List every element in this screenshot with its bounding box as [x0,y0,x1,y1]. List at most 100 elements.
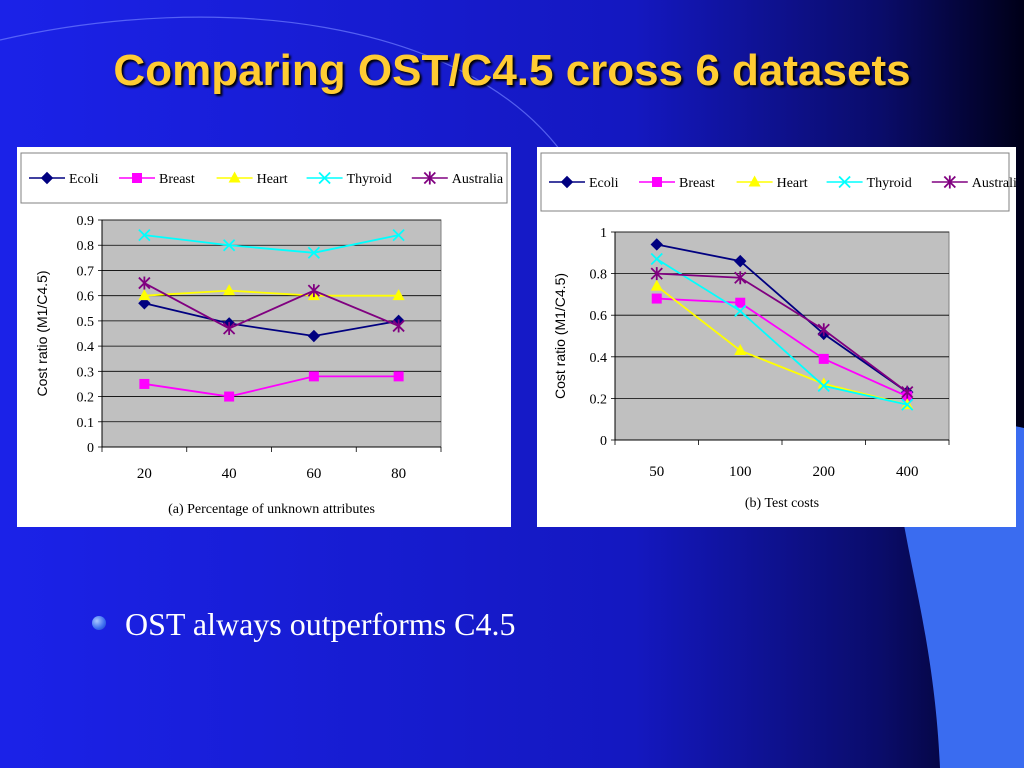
chart-a-point-breast [139,378,150,389]
chart-b-point-ecoli [650,238,663,251]
chart-a-point-thyroid [222,239,236,252]
chart-b-xtick-label: 400 [896,464,919,480]
chart-a-series-heart [138,284,405,301]
chart-a-legend: Ecoli Breast Heart Thyroid Australia [20,152,508,204]
chart-a-point-australia [392,319,405,333]
chart-a-series-thyroid [138,228,405,259]
chart-b-legend-box [540,152,1010,212]
chart-b-point-breast [651,293,662,304]
chart-a-ytick-label: 0.8 [77,239,95,254]
chart-a-legend-marker-ecoli [40,171,54,185]
chart-a-legend-marker-thyroid [318,171,331,185]
chart-a-xtick-label: 60 [306,466,321,482]
chart-a-point-thyroid [307,246,321,259]
chart-b-legend-marker-heart [748,175,761,187]
chart-b-point-heart [817,377,830,389]
slide-title: Comparing OST/C4.5 cross 6 datasets [113,46,911,95]
chart-a-series-line-heart [144,289,399,297]
chart-a-point-breast [393,371,404,382]
chart-a-ytick-label: 0.2 [77,391,95,406]
chart-a-point-heart [392,289,405,301]
chart-a-point-breast [308,371,319,382]
chart-a-legend-label-thyroid: Thyroid [347,172,392,187]
chart-a-series-line-thyroid [144,234,399,254]
chart-a-svg: Ecoli Breast Heart Thyroid Australia 0 0.1 0.2 0… [20,152,508,517]
chart-a-series-line-australia [143,282,399,330]
chart-a-ytick-label: 0.7 [77,264,95,279]
chart-a-legend-marker-breast [132,173,142,183]
chart-a-point-heart [138,289,151,301]
chart-b-point-heart [734,344,747,356]
chart-b-ytick-label: 1 [600,226,607,241]
chart-a-legend-label-australia: Australia [452,172,504,187]
chart-b-legend-label-heart: Heart [777,176,808,191]
chart-b-point-thyroid [734,304,747,318]
chart-a-ytick-label: 0.4 [77,340,95,355]
chart-a-ytick-label: 0.5 [77,315,95,330]
chart-a-series-line-ecoli [144,302,399,337]
chart-a-series-line-breast [144,375,399,398]
chart-a-point-breast [224,391,235,402]
chart-b-ytick-label: 0.4 [590,351,608,366]
chart-b-x-axis-label: (b) Test costs [745,496,819,511]
chart-a-point-thyroid [138,228,151,242]
chart-a-point-ecoli [138,297,151,310]
chart-b-series-line-thyroid [656,258,908,406]
chart-b-legend: Ecoli Breast Heart Thyroid Australia [540,152,1016,212]
bullet-text: OST always outperforms C4.5 [125,606,516,642]
chart-b-series-australia [650,267,914,399]
chart-a-ytick-label: 0 [87,441,94,456]
chart-b-point-australia [650,267,663,281]
chart-b-series-line-australia [656,272,908,393]
chart-a-ytick-label: 0.1 [77,416,95,431]
chart-b-point-thyroid [650,252,663,266]
chart-a-y-axis-label: Cost ratio (M1/C4.5) [34,270,50,396]
chart-panel-a: Ecoli Breast Heart Thyroid Australia 0 0.1 0.2 0… [17,147,511,527]
chart-b-legend-marker-ecoli [560,175,574,189]
chart-b-y-axis-label: Cost ratio (M1/C4.5) [552,273,568,399]
chart-a-point-australia [222,321,236,335]
chart-a-series-australia [138,276,405,335]
chart-a-legend-label-ecoli: Ecoli [69,172,99,187]
chart-b-legend-marker-thyroid [838,175,851,189]
chart-b-legend-label-australia: Australia [972,176,1016,191]
chart-a-xtick-label: 20 [137,466,152,482]
chart-b-series-line-heart [656,285,908,406]
chart-b-legend-marker-australia [943,175,956,189]
chart-b-point-australia [817,323,830,337]
chart-b-point-australia [901,385,914,399]
chart-b-ytick-label: 0.6 [590,309,608,324]
chart-b-series-line-breast [656,297,908,398]
chart-a-xtick-label: 40 [222,466,237,482]
chart-b-svg: Ecoli Breast Heart Thyroid Australia 0 0.2 0.4 0… [540,152,1016,511]
chart-b-ytick-label: 0 [600,434,607,449]
chart-a-series-breast [139,371,404,402]
chart-b-point-ecoli [734,254,747,268]
chart-b-xtick-label: 200 [813,464,836,480]
chart-b-point-thyroid [901,398,914,411]
chart-a-xtick-label: 80 [391,466,406,482]
chart-a-point-thyroid [392,228,405,242]
chart-b-xtick-label: 50 [649,464,664,480]
chart-b-xtick-label: 100 [729,464,752,480]
bullet-marker [92,616,106,630]
chart-a-legend-marker-heart [228,171,241,183]
chart-b-ytick-label: 0.2 [590,392,608,407]
chart-b-legend-label-ecoli: Ecoli [589,176,619,191]
chart-a-point-australia [307,284,321,298]
chart-a-x-axis-label: (a) Percentage of unknown attributes [168,502,375,517]
chart-b-point-breast [735,297,746,308]
chart-b-legend-label-breast: Breast [679,176,715,191]
chart-a-legend-label-breast: Breast [159,172,195,187]
chart-a-point-ecoli [307,329,321,343]
chart-b-point-heart [650,279,663,291]
chart-a-legend-marker-australia [423,171,436,185]
chart-a-ytick-label: 0.3 [77,365,95,380]
chart-panel-b: Ecoli Breast Heart Thyroid Australia 0 0.2 0.4 0… [537,147,1016,527]
chart-a-ytick-label: 0.9 [77,214,95,229]
chart-a-ytick-label: 0.6 [77,290,95,305]
chart-a-legend-label-heart: Heart [257,172,288,187]
chart-b-point-breast [818,353,829,364]
chart-a-plot-area [101,219,442,448]
chart-a-point-australia [138,276,151,290]
